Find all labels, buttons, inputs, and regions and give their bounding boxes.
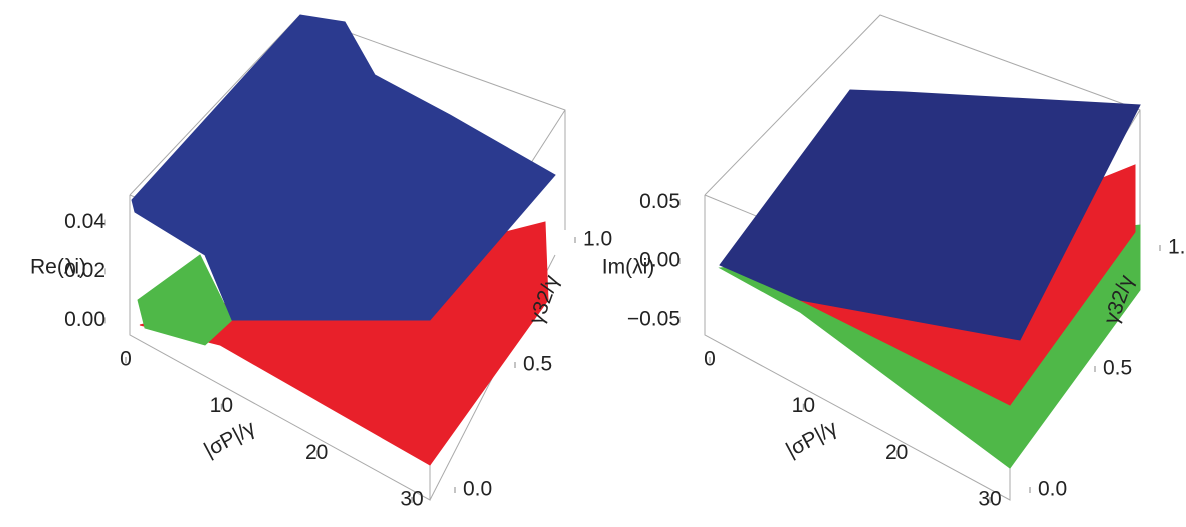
- z-tick-label: 0.04: [64, 210, 105, 233]
- x-tick-label: 30: [400, 488, 423, 511]
- z-tick-label: 0.05: [639, 190, 680, 213]
- z-tick-label: −0.05: [627, 307, 680, 330]
- y-tick-label: 0.0: [463, 478, 492, 501]
- x-tick-label: 30: [978, 488, 1001, 511]
- x-axis-label: |σP|/γ: [782, 416, 841, 462]
- x-tick-label: 20: [885, 441, 908, 464]
- y-tick-label: 0.5: [523, 353, 552, 376]
- x-axis-label: |σP|/γ: [200, 416, 259, 462]
- z-tick-label: 0.00: [639, 249, 680, 272]
- z-tick-label: 0.02: [64, 259, 105, 282]
- z-tick-label: 0.00: [64, 308, 105, 331]
- surface: [131, 14, 556, 321]
- x-tick-label: 10: [792, 394, 815, 417]
- x-tick-label: 0: [704, 348, 716, 371]
- surface: [137, 254, 233, 346]
- z-axis-label: Re(λi): [30, 256, 86, 279]
- z-axis-label: Im(λi): [602, 256, 654, 279]
- y-tick-label: 0.0: [1038, 478, 1067, 501]
- x-tick-label: 10: [210, 394, 233, 417]
- x-tick-label: 20: [305, 441, 328, 464]
- surface: [719, 89, 1141, 341]
- y-tick-label: 0.5: [1103, 357, 1132, 380]
- y-tick-label: 1.0: [583, 228, 612, 251]
- y-tick-label: 1.0: [1168, 236, 1186, 259]
- x-tick-label: 0: [120, 348, 132, 371]
